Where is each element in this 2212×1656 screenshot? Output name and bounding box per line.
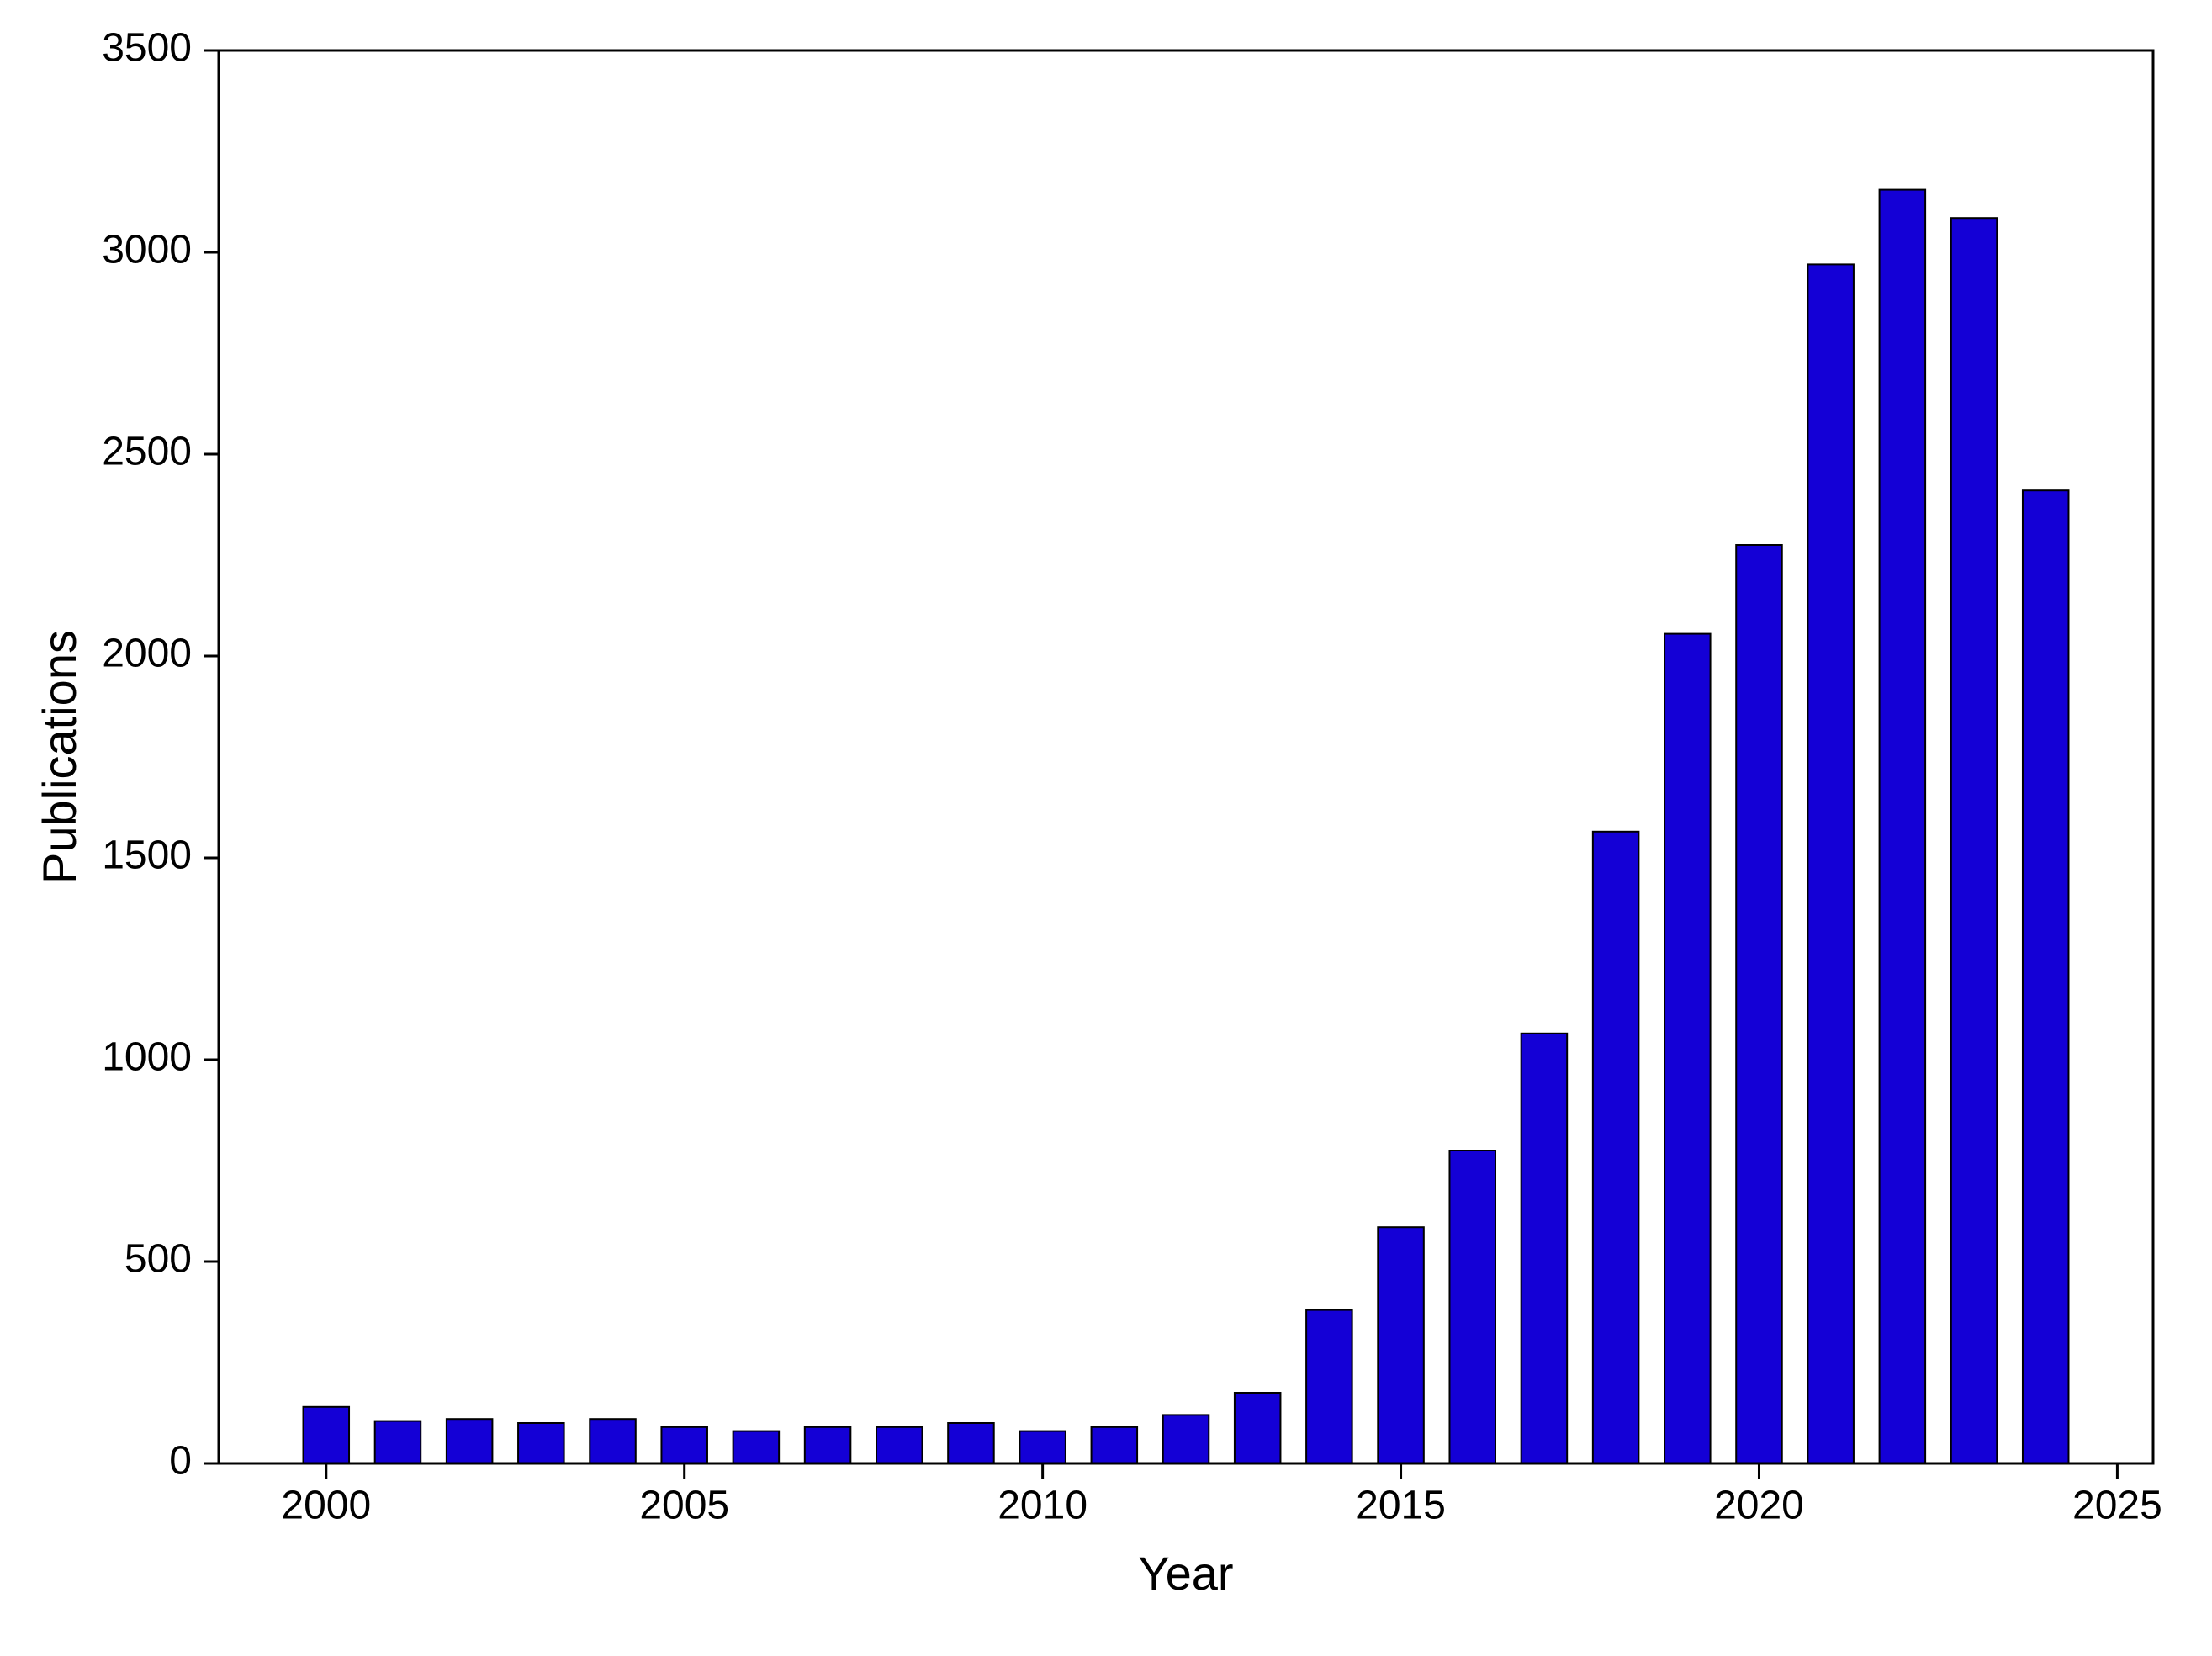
bar-2017 xyxy=(1521,1034,1568,1463)
y-tick-label: 1000 xyxy=(102,1035,192,1080)
bar-2002 xyxy=(447,1419,493,1463)
y-tick-label: 500 xyxy=(124,1237,192,1282)
x-tick-label: 2005 xyxy=(639,1484,729,1528)
bar-2020 xyxy=(1736,545,1782,1463)
y-tick-label: 2500 xyxy=(102,430,192,474)
bar-2011 xyxy=(1092,1427,1138,1463)
publications-bar-chart: 0 500 1000 1500 2000 2500 3000 3500 2000 2005 2010… xyxy=(0,0,2212,1656)
bar-2003 xyxy=(518,1423,564,1463)
bar-2021 xyxy=(1807,264,1854,1463)
bar-2016 xyxy=(1449,1151,1495,1463)
y-tick-label: 3500 xyxy=(102,26,192,71)
bar-2015 xyxy=(1378,1227,1424,1463)
y-tick-label: 0 xyxy=(169,1439,192,1484)
chart-svg: 0 500 1000 1500 2000 2500 3000 3500 2000 2005 2010… xyxy=(0,0,2212,1656)
y-tick-label: 1500 xyxy=(102,833,192,878)
x-tick-label: 2010 xyxy=(998,1484,1087,1528)
y-axis-title: Publications xyxy=(33,630,86,884)
x-axis-title: Year xyxy=(1138,1547,1233,1600)
bar-2007 xyxy=(805,1427,851,1463)
bar-2009 xyxy=(948,1423,994,1463)
x-tick-label: 2015 xyxy=(1356,1484,1446,1528)
bar-2013 xyxy=(1235,1393,1281,1463)
bar-2023 xyxy=(1951,218,1998,1463)
bar-2018 xyxy=(1593,832,1639,1463)
x-tick-label: 2000 xyxy=(281,1484,371,1528)
bar-2008 xyxy=(876,1427,923,1463)
bar-2001 xyxy=(375,1421,421,1463)
bar-2010 xyxy=(1019,1431,1066,1463)
bar-2006 xyxy=(733,1431,780,1463)
bar-2004 xyxy=(590,1419,636,1463)
x-tick-label: 2025 xyxy=(2072,1484,2162,1528)
x-tick-label: 2020 xyxy=(1714,1484,1804,1528)
bar-2022 xyxy=(1880,190,1926,1463)
bar-2012 xyxy=(1163,1415,1209,1463)
y-tick-label: 2000 xyxy=(102,632,192,676)
bar-2000 xyxy=(304,1407,350,1463)
bar-2024 xyxy=(2023,490,2069,1463)
bar-2019 xyxy=(1664,634,1711,1463)
bar-2014 xyxy=(1306,1310,1352,1463)
y-tick-label: 3000 xyxy=(102,228,192,272)
bar-2005 xyxy=(661,1427,707,1463)
